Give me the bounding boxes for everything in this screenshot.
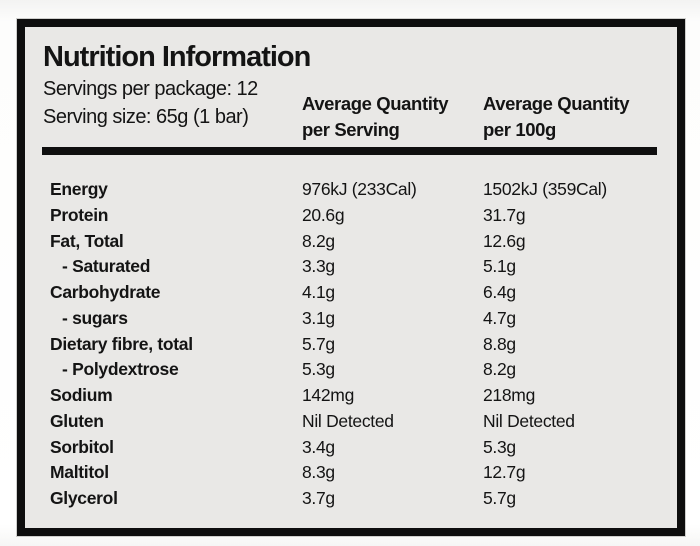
value-per-100g: 218mg: [483, 385, 536, 405]
table-row: - Polydextrose 5.3g 8.2g: [25, 357, 677, 383]
value-per-serving: 976kJ (233Cal): [302, 179, 417, 199]
value-per-100g: 12.6g: [483, 230, 526, 251]
value-per-serving: 142mg: [302, 385, 355, 405]
nutrient-name: - Saturated: [62, 256, 151, 277]
value-per-100g: 4.7g: [483, 307, 516, 328]
table-row: Glycerol 3.7g 5.7g: [25, 486, 677, 512]
header-divider-rule: [42, 147, 657, 155]
panel-title: Nutrition Information: [43, 41, 311, 73]
table-row: - sugars 3.1g 4.7g: [25, 306, 677, 332]
table-row: - Saturated 3.3g 5.1g: [25, 254, 677, 280]
nutrient-name: Maltitol: [50, 462, 109, 483]
column-header-line: Average Quantity: [483, 93, 630, 114]
value-per-serving: 20.6g: [302, 204, 345, 225]
table-row: Gluten Nil Detected Nil Detected: [25, 409, 677, 435]
column-header-per-100g: Average Quantity per 100g: [483, 91, 630, 143]
table-row: Maltitol 8.3g 12.7g: [25, 460, 677, 486]
value-per-100g: 8.2g: [483, 359, 516, 380]
value-per-100g: 5.1g: [483, 256, 516, 277]
table-row: Fat, Total 8.2g 12.6g: [25, 229, 677, 255]
column-header-line: Average Quantity: [302, 93, 449, 114]
column-header-line: per Serving: [302, 119, 400, 140]
value-per-serving: 3.7g: [302, 488, 335, 508]
value-per-serving: 3.1g: [302, 307, 335, 328]
value-per-100g: 5.3g: [483, 436, 516, 457]
nutrient-name: - Polydextrose: [62, 359, 179, 380]
value-per-100g: 5.7g: [483, 488, 516, 508]
servings-per-package: Servings per package: 12: [43, 78, 258, 100]
value-per-100g: 12.7g: [483, 462, 526, 483]
value-per-serving: 3.3g: [302, 256, 335, 277]
value-per-100g: 6.4g: [483, 282, 516, 302]
value-per-100g: 1502kJ (359Cal): [483, 179, 607, 199]
table-row: Protein 20.6g 31.7g: [25, 203, 677, 229]
nutrient-name: Glycerol: [50, 488, 118, 508]
nutrient-name: Carbohydrate: [50, 282, 161, 302]
table-row: Sorbitol 3.4g 5.3g: [25, 435, 677, 461]
nutrient-name: Energy: [50, 179, 108, 199]
nutrition-information-panel: Nutrition Information Servings per packa…: [17, 19, 685, 536]
value-per-serving: Nil Detected: [302, 410, 394, 431]
nutrient-name: Fat, Total: [50, 230, 124, 251]
value-per-100g: 8.8g: [483, 333, 516, 354]
column-header-line: per 100g: [483, 119, 556, 140]
table-row: Dietary fibre, total 5.7g 8.8g: [25, 332, 677, 358]
nutrient-name: Dietary fibre, total: [50, 333, 193, 354]
nutrient-name: Protein: [50, 204, 109, 225]
column-header-per-serving: Average Quantity per Serving: [302, 91, 449, 143]
nutrient-name: - sugars: [62, 307, 128, 328]
value-per-serving: 8.3g: [302, 462, 335, 483]
nutrient-name: Sodium: [50, 385, 113, 405]
value-per-serving: 5.7g: [302, 333, 335, 354]
value-per-serving: 5.3g: [302, 359, 335, 380]
nutrient-name: Sorbitol: [50, 436, 114, 457]
serving-size: Serving size: 65g (1 bar): [43, 105, 249, 128]
value-per-serving: 4.1g: [302, 282, 335, 302]
value-per-serving: 8.2g: [302, 230, 335, 251]
table-row: Carbohydrate 4.1g 6.4g: [25, 280, 677, 306]
value-per-100g: 31.7g: [483, 204, 526, 225]
value-per-serving: 3.4g: [302, 436, 335, 457]
serving-info: Servings per package: 12 Serving size: 6…: [43, 76, 258, 131]
nutrient-name: Gluten: [50, 410, 104, 431]
nutrition-table-body: Energy 976kJ (233Cal) 1502kJ (359Cal) Prote…: [25, 177, 677, 512]
table-row: Sodium 142mg 218mg: [25, 383, 677, 409]
table-row: Energy 976kJ (233Cal) 1502kJ (359Cal): [25, 177, 677, 203]
value-per-100g: Nil Detected: [483, 410, 575, 431]
